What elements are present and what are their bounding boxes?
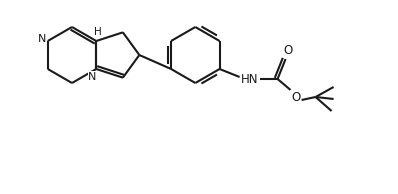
- Text: N: N: [37, 34, 46, 44]
- Text: O: O: [283, 43, 292, 56]
- Text: N: N: [88, 72, 96, 82]
- Text: HN: HN: [241, 73, 258, 86]
- Text: O: O: [291, 90, 300, 104]
- Text: H: H: [94, 27, 102, 37]
